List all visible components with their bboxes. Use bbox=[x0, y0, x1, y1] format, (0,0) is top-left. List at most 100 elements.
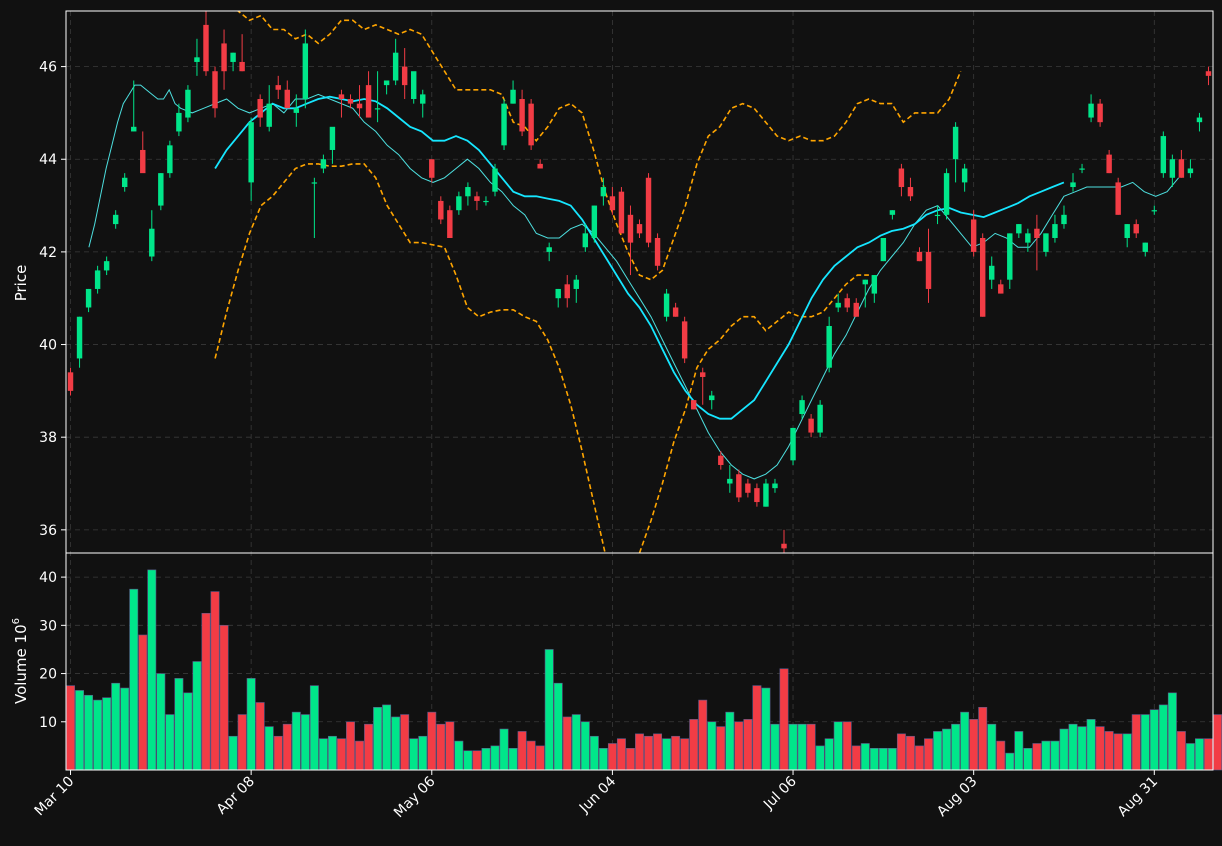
candle-body bbox=[203, 24, 209, 72]
candle-body bbox=[537, 163, 543, 169]
volume-bar bbox=[571, 714, 581, 771]
volume-bar bbox=[264, 726, 274, 771]
candle-body bbox=[121, 177, 128, 188]
volume-bar bbox=[1068, 723, 1078, 771]
volume-bar bbox=[409, 738, 419, 771]
volume-axis-label-exponent: 6 bbox=[11, 618, 22, 624]
volume-bar bbox=[300, 714, 310, 771]
volume-bar bbox=[481, 747, 491, 771]
band-lower-line bbox=[214, 163, 606, 553]
candle-body bbox=[248, 122, 254, 183]
candle-body bbox=[1115, 182, 1121, 215]
volume-bar bbox=[138, 634, 148, 771]
volume-bar bbox=[797, 723, 807, 771]
band-upper-line bbox=[237, 11, 962, 281]
volume-axis-label: Volume 106 bbox=[11, 618, 30, 704]
candle-body bbox=[1097, 103, 1103, 123]
candle-body bbox=[1106, 154, 1112, 174]
volume-bar bbox=[1140, 714, 1150, 771]
volume-bar bbox=[653, 733, 663, 771]
volume-bar bbox=[93, 699, 103, 771]
candle-body bbox=[1088, 103, 1094, 118]
volume-bar bbox=[436, 723, 446, 771]
candle-body bbox=[392, 52, 399, 81]
ma-slow-line bbox=[214, 95, 1065, 420]
volume-bar bbox=[752, 685, 762, 771]
candle-body bbox=[736, 474, 742, 498]
candle-body bbox=[383, 80, 390, 86]
candle-body bbox=[158, 173, 164, 206]
candle-body bbox=[1043, 233, 1049, 252]
volume-bar bbox=[1014, 731, 1024, 771]
volume-bar bbox=[707, 721, 717, 771]
volume-bar bbox=[246, 678, 256, 771]
volume-panel-frame bbox=[65, 552, 1214, 771]
volume-bar bbox=[192, 661, 202, 771]
volume-bar bbox=[273, 735, 283, 771]
candle-body bbox=[1196, 117, 1203, 123]
volume-bar bbox=[427, 711, 437, 771]
volume-bar bbox=[860, 743, 870, 771]
volume-bar bbox=[165, 714, 175, 771]
candle-body bbox=[573, 279, 579, 289]
volume-bar bbox=[1050, 740, 1060, 771]
candle-body bbox=[67, 372, 74, 391]
candle-body bbox=[772, 483, 778, 489]
candle-body bbox=[1205, 71, 1212, 76]
volume-bar bbox=[1086, 719, 1096, 771]
volume-bar bbox=[1204, 738, 1213, 771]
candle-body bbox=[1025, 233, 1031, 243]
volume-bar bbox=[463, 750, 473, 771]
candle-body bbox=[239, 61, 245, 72]
candle-body bbox=[374, 108, 381, 110]
candle-body bbox=[600, 187, 607, 197]
volume-bar bbox=[535, 745, 545, 771]
volume-tick-label: 40 bbox=[39, 570, 57, 586]
candle-body bbox=[257, 99, 263, 118]
candle-body bbox=[465, 187, 471, 197]
candle-body bbox=[799, 400, 805, 415]
volume-bar bbox=[1185, 743, 1195, 771]
volume-bar bbox=[183, 692, 193, 771]
candle-body bbox=[329, 126, 336, 150]
candle-body bbox=[365, 85, 372, 118]
volume-bar bbox=[490, 745, 500, 771]
bollinger-bands bbox=[214, 11, 962, 553]
volume-bar bbox=[589, 735, 599, 771]
volume-bar bbox=[84, 694, 94, 771]
candle-body bbox=[194, 57, 200, 62]
candle-body bbox=[709, 395, 715, 401]
volume-bar bbox=[364, 723, 374, 771]
volume-bar bbox=[915, 745, 924, 771]
volume-bar bbox=[120, 687, 130, 771]
volume-bar bbox=[1167, 692, 1177, 771]
candle-body bbox=[943, 173, 950, 215]
volume-bar bbox=[1023, 747, 1033, 771]
volume-bar bbox=[616, 738, 626, 771]
candle-body bbox=[907, 187, 914, 197]
candle-body bbox=[528, 103, 534, 146]
volume-bar bbox=[1059, 728, 1069, 771]
volume-bar bbox=[1077, 726, 1087, 771]
candle-body bbox=[898, 168, 905, 188]
volume-bar bbox=[454, 740, 464, 771]
candle-body bbox=[76, 316, 83, 359]
candle-body bbox=[1178, 159, 1185, 178]
candle-body bbox=[961, 168, 968, 183]
volume-bar bbox=[580, 721, 590, 771]
price-tick-label: 40 bbox=[39, 338, 57, 354]
candle-body bbox=[501, 103, 507, 146]
candle-body bbox=[835, 302, 841, 308]
candle-body bbox=[989, 265, 995, 280]
candle-body bbox=[356, 103, 363, 109]
candle-body bbox=[149, 228, 155, 257]
candle-body bbox=[853, 302, 859, 317]
candle-body bbox=[844, 298, 850, 308]
price-tick-label: 44 bbox=[39, 152, 57, 168]
candle-body bbox=[401, 66, 408, 86]
candle-body bbox=[925, 251, 932, 289]
candle-body bbox=[85, 288, 92, 308]
volume-bar bbox=[833, 721, 843, 771]
candle-body bbox=[555, 288, 561, 299]
